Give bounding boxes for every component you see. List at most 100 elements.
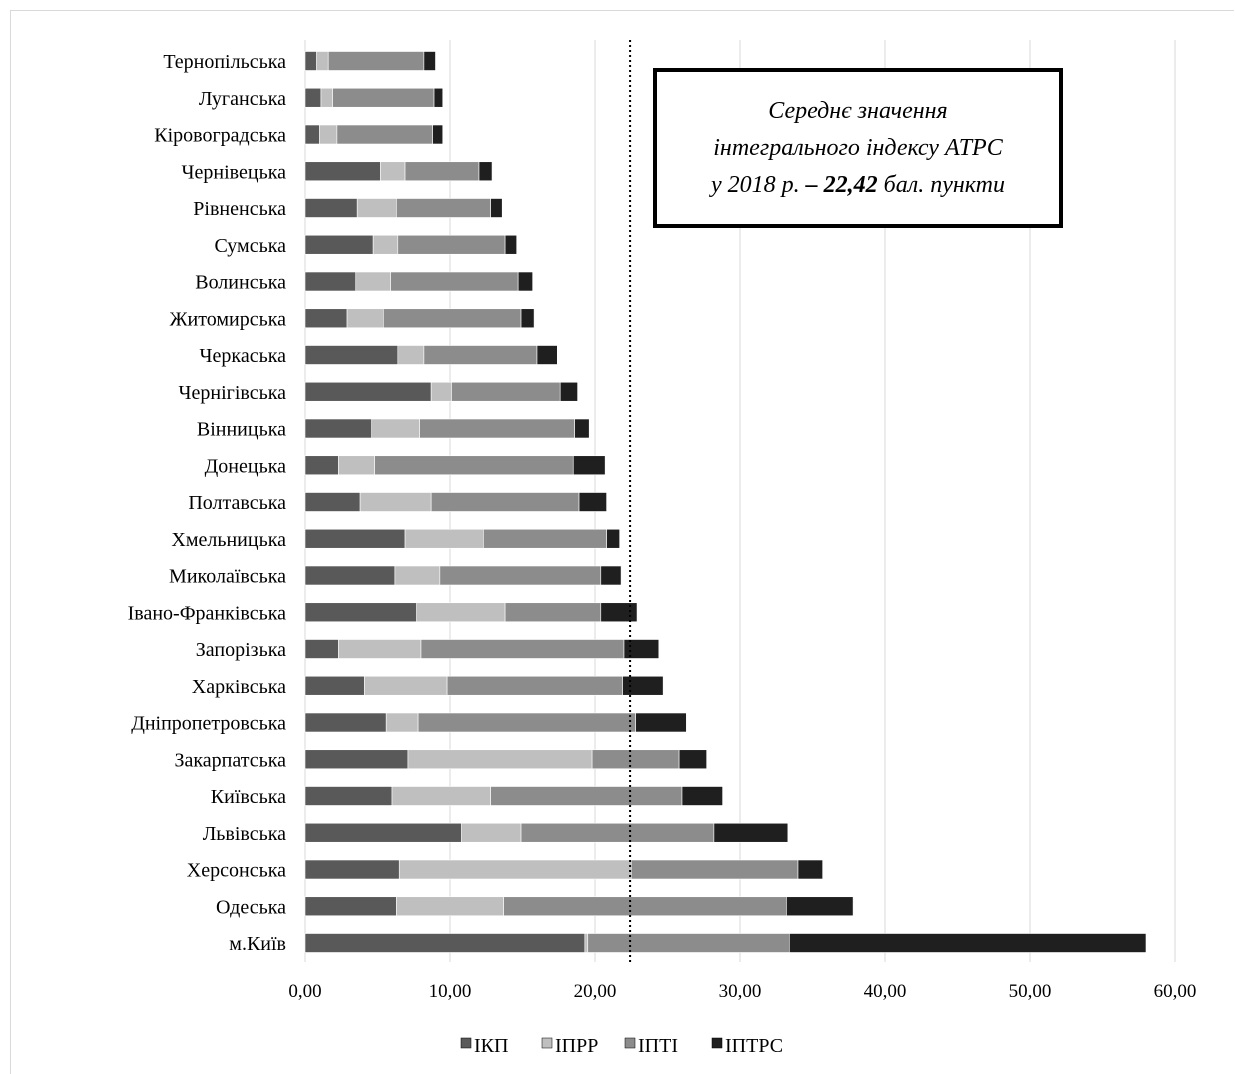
annotation-line-3-prefix: у 2018 р. [711,171,800,198]
bar-segment [304,271,357,292]
bar-segment [364,675,448,696]
bar-segment [490,198,503,218]
category-label: Луганська [199,88,286,110]
bar-segment [517,271,533,292]
bar-segment [478,161,493,182]
bar-segment [304,565,396,586]
annotation-average-value: – 22,42 [805,171,878,198]
bar-segment [380,161,406,182]
bar-segment [336,124,433,145]
bar-segment [304,786,393,806]
bar-segment [304,381,432,402]
bar-segment [439,565,602,586]
bar-segment [504,234,518,255]
bar-segment [788,933,1147,953]
bar-segment [635,712,687,733]
bar-segment [797,859,823,880]
bar-segment [304,749,409,770]
category-label: Черкаська [200,345,287,367]
annotation-line-2: інтегрального індексу АТРС [713,134,1003,161]
bar-segment [398,859,632,880]
bar-segment [320,87,333,108]
bar-segment [304,345,399,365]
x-tick-labels: 0,00 10,00 20,00 30,00 40,00 50,00 60,00 [288,981,1196,1002]
bar-segment [419,418,575,439]
bar-segment [338,639,422,659]
average-annotation-box: Середнє значення інтегрального індексу А… [653,68,1063,228]
bar-segment [374,455,574,476]
legend-label: ІПРР [555,1035,598,1057]
bar-segment [304,124,320,145]
bar-segment [304,639,339,659]
x-tick-label: 10,00 [429,981,472,1002]
annotation-line-1: Середнє значення [768,97,948,124]
bar-segment [304,675,365,696]
x-tick-label: 30,00 [719,981,762,1002]
bar-segment [304,528,406,549]
bar-segment [304,418,372,439]
category-label: Івано-Франківська [128,602,286,624]
bar-segment [622,675,664,696]
bar-segment [304,87,322,108]
category-label: Волинська [195,272,286,294]
bar-segment [430,492,580,512]
category-label: Чернігівська [178,382,286,404]
bar-segment [520,308,535,329]
bar-segment [371,418,420,439]
bar-segment [338,455,375,476]
legend: ІКП ІПРР ІПТІ ІПТРС [460,1035,783,1057]
bar-segment [304,602,417,623]
category-label: Чернівецька [182,161,287,183]
bar-segment [713,822,789,843]
bar-segment [572,455,606,476]
bar-segment [678,749,707,770]
category-label: Хмельницька [171,529,286,551]
category-label: Кіровоградська [154,125,286,147]
bar-segment [304,933,586,953]
bar-segment [304,234,374,255]
legend-label: ІПТІ [638,1035,678,1057]
bar-segment [304,51,317,71]
category-label: Київська [211,786,286,808]
bar-segment [451,381,561,402]
bar-segment [606,528,620,549]
bar-segment [355,271,391,292]
bar-segment [420,639,625,659]
legend-swatch [711,1037,723,1049]
bar-segment [304,308,348,329]
bar-segment [461,822,522,843]
bar-segment [417,712,636,733]
category-label: Миколаївська [169,566,286,588]
bar-segment [446,675,623,696]
bar-segment [559,381,578,402]
bar-segment [390,271,519,292]
bar-segment [372,234,399,255]
bar-segment [483,528,607,549]
annotation-line-3-suffix: бал. пункти [883,171,1005,198]
bars [304,51,1147,953]
bar-segment [396,198,491,218]
bar-segment [623,639,660,659]
bar-segment [503,896,787,917]
bar-segment [346,308,384,329]
bar-segment [786,896,854,917]
category-label: Полтавська [188,492,286,514]
bar-segment [404,528,484,549]
bar-segment [304,712,387,733]
bar-segment [385,712,419,733]
bar-segment [304,161,381,182]
bar-segment [433,87,444,108]
x-tick-label: 20,00 [574,981,617,1002]
category-label: Житомирська [170,308,286,330]
bar-segment [600,602,638,623]
category-label: Херсонська [187,860,286,882]
bar-segment [490,786,683,806]
bar-segment [423,345,538,365]
bar-segment [574,418,590,439]
bar-segment [316,51,329,71]
category-label: м.Київ [229,933,286,955]
bar-segment [423,51,436,71]
bar-segment [359,492,432,512]
x-tick-label: 60,00 [1154,981,1197,1002]
bar-segment [600,565,622,586]
